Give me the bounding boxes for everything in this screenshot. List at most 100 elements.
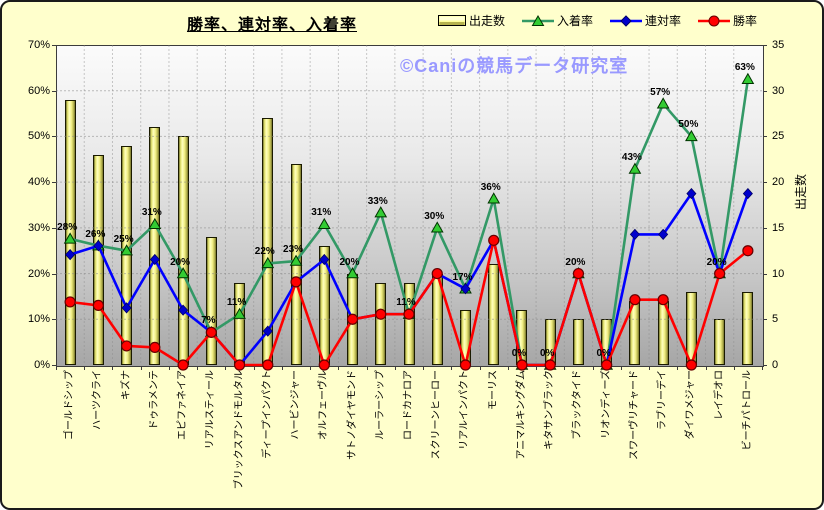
category-label-ハーツクライ: ハーツクライ [92, 370, 104, 430]
diamond-marker-icon [610, 14, 643, 27]
win-rate-marker [64, 296, 76, 308]
point-label: 50% [678, 119, 699, 131]
tick-mark [338, 366, 340, 370]
category-label-キズナ: キズナ [120, 370, 132, 400]
tick-mark [56, 366, 57, 370]
point-label: 0% [596, 348, 611, 359]
left-axis-tick: 70% [27, 39, 50, 51]
left-axis-tick: 10% [27, 313, 50, 326]
win-rate-marker [346, 313, 359, 325]
place-rate-marker [628, 162, 642, 174]
category-label-ドゥラメンテ: ドゥラメンテ [148, 370, 160, 430]
tick-mark [52, 319, 56, 321]
left-axis-tick: 30% [27, 221, 50, 234]
tick-mark [253, 366, 255, 370]
category-label-ブラックタイド: ブラックタイド [572, 370, 584, 440]
quinella-rate-marker [65, 249, 76, 261]
place-rate-marker [430, 221, 444, 233]
tick-mark [620, 366, 622, 370]
bar-モーリス [488, 264, 500, 365]
quinella-rate-marker [121, 302, 132, 314]
place-rate-marker [741, 72, 755, 84]
win-rate-marker [318, 359, 330, 371]
win-rate-marker [544, 359, 556, 371]
win-rate-marker [262, 359, 274, 371]
circle-marker-icon [698, 15, 731, 27]
right-axis-tick: 0 [772, 359, 779, 371]
point-label: 31% [141, 207, 162, 219]
category-label-スクリーンヒーロー: スクリーンヒーロー [431, 370, 443, 460]
bar-レイデオロ [714, 319, 726, 365]
place-rate-marker [289, 254, 303, 266]
category-label-ラブリーデイ: ラブリーデイ [657, 370, 669, 430]
quinella-rate-marker [460, 283, 471, 295]
place-rate-marker [120, 244, 133, 256]
triangle-marker-icon [522, 14, 555, 27]
category-label-ディープインパクト: ディープインパクト [261, 370, 273, 459]
right-axis-tick: 10 [772, 267, 785, 280]
point-label: 23% [283, 244, 304, 256]
category-label-リアルスティール: リアルスティール [205, 370, 217, 450]
watermark: ©Caniの競馬データ研究室 [400, 56, 629, 76]
tick-mark [763, 90, 767, 92]
tick-mark [140, 366, 142, 370]
place-rate-marker [487, 192, 501, 204]
point-label: 17% [452, 271, 473, 283]
tick-mark [763, 273, 767, 275]
win-rate-marker [459, 359, 472, 371]
category-label-リオンディーズ: リオンディーズ [600, 370, 612, 439]
category-label-レイデオロ: レイデオロ [713, 370, 725, 420]
tick-mark [763, 136, 767, 138]
legend-item-place-rate: 入着率 [522, 12, 593, 29]
tick-mark [592, 366, 594, 370]
win-rate-marker [629, 294, 641, 306]
tick-mark [52, 90, 56, 92]
tick-mark [451, 366, 453, 370]
category-label-ゴールドシップ: ゴールドシップ [64, 370, 76, 440]
win-rate-marker [572, 267, 585, 280]
bar-ルーラーシップ [375, 282, 387, 365]
left-axis-tick: 0% [34, 359, 50, 371]
place-rate-marker [685, 129, 698, 142]
point-label: 36% [480, 181, 501, 193]
point-label: 33% [367, 195, 388, 207]
right-axis-tick: 20 [772, 176, 785, 189]
tick-mark [394, 366, 396, 370]
right-axis-tick: 35 [772, 39, 785, 51]
category-label-サトノダイヤモンド: サトノダイヤモンド [346, 370, 358, 460]
win-rate-marker [205, 326, 217, 338]
quinella-rate-marker [742, 187, 753, 200]
point-label: 30% [424, 210, 445, 222]
place-rate-marker [317, 217, 331, 230]
point-label: 22% [254, 246, 275, 258]
tick-mark [763, 182, 767, 184]
win-rate-marker [431, 267, 443, 280]
category-label-ハービンジャー: ハービンジャー [290, 370, 302, 440]
quinella-rate-marker [93, 240, 104, 252]
left-axis-tick: 50% [27, 130, 50, 143]
legend: 出走数 入着率 連対率 勝率 [438, 12, 757, 29]
place-rate-marker [176, 267, 190, 279]
win-rate-marker [120, 340, 133, 352]
tick-mark [168, 366, 170, 370]
tick-mark [52, 136, 56, 138]
win-rate-marker [177, 359, 189, 371]
point-label: 43% [621, 152, 642, 164]
point-label: 20% [565, 256, 586, 268]
bar-ロードカナロア [403, 282, 415, 365]
series-layer [56, 45, 762, 371]
place-rate-marker [148, 217, 162, 230]
bar-リアルスティール [205, 237, 217, 365]
win-rate-marker [657, 294, 669, 306]
quinella-rate-marker [319, 253, 330, 266]
category-label-ロードカナロア: ロードカナロア [403, 370, 414, 440]
place-rate-marker [374, 206, 388, 218]
category-label-エピファネイア: エピファネイア [177, 370, 189, 440]
point-label: 31% [311, 207, 332, 219]
right-axis-tick: 25 [772, 130, 785, 143]
right-axis-tick: 5 [772, 313, 779, 326]
point-label: 7% [201, 315, 216, 327]
win-rate-marker [233, 359, 246, 371]
place-rate-marker [233, 307, 246, 319]
